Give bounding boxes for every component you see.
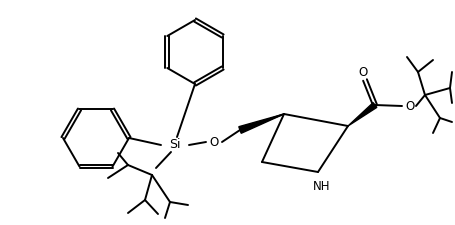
Text: O: O (405, 99, 415, 112)
Polygon shape (348, 103, 377, 126)
Text: Si: Si (169, 139, 181, 151)
Polygon shape (239, 114, 284, 133)
Text: O: O (359, 65, 368, 79)
Text: NH: NH (313, 180, 331, 193)
Text: O: O (209, 135, 218, 148)
